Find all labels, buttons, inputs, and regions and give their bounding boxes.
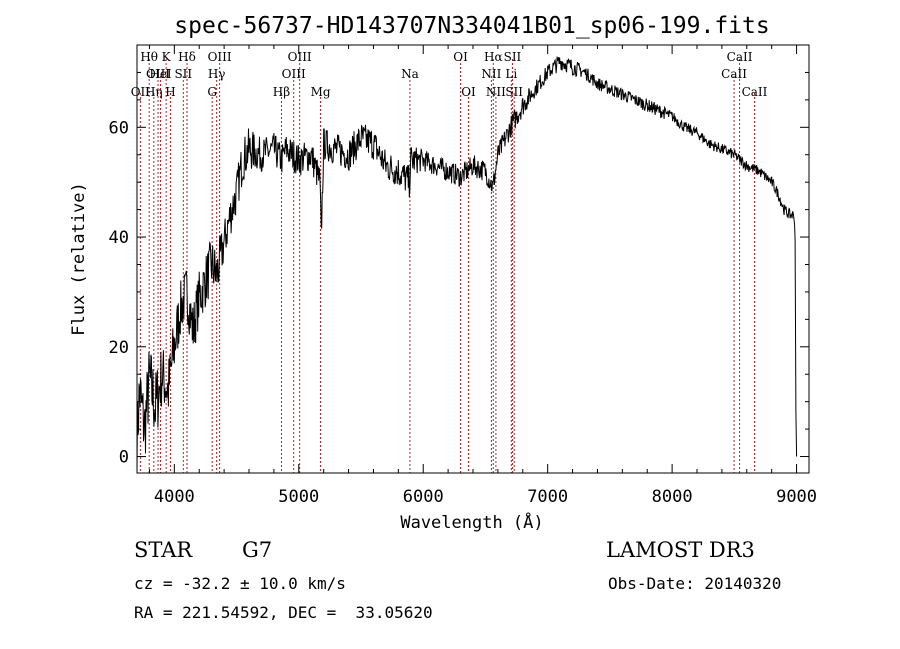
x-tick-label: 7000 — [527, 487, 568, 507]
y-tick-label: 40 — [109, 228, 129, 248]
y-axis-label: Flux (relative) — [69, 182, 89, 336]
y-tick-label: 60 — [109, 118, 129, 138]
line-label: NII — [486, 85, 506, 99]
line-label: HeI — [149, 67, 172, 81]
line-label: CaII — [721, 67, 747, 81]
plot-frame — [136, 44, 810, 474]
x-tick-label: 9000 — [776, 487, 817, 507]
x-axis-label: Wavelength (Å) — [400, 511, 543, 533]
line-label: Hα — [484, 50, 503, 64]
chart-title: spec-56737-HD143707N334041B01_sp06-199.f… — [174, 13, 769, 39]
spectral-line-labels: OIIHθHηOIIIHeIKHSIIHδGHγOIIIHβOIIIOIIIMg… — [131, 50, 768, 99]
x-tick-label: 6000 — [403, 487, 444, 507]
line-label: SII — [504, 50, 522, 64]
line-label: OII — [131, 85, 151, 99]
line-label: Hβ — [273, 85, 290, 99]
object-class: STAR — [134, 538, 193, 562]
line-label: Hγ — [208, 67, 226, 81]
line-label: OIII — [208, 50, 232, 64]
line-label: Na — [401, 67, 419, 81]
x-tick-label: 4000 — [154, 487, 195, 507]
y-tick-label: 20 — [109, 338, 129, 358]
line-label: OIII — [282, 67, 306, 81]
line-label: Hθ — [140, 50, 158, 64]
line-label: K — [162, 50, 172, 64]
y-axis-ticks: 0 20 40 60 — [109, 71, 809, 468]
line-label: SII — [505, 85, 523, 99]
x-axis-ticks: 4000 5000 6000 7000 8000 9000 — [148, 45, 817, 507]
spectral-line-markers — [139, 59, 755, 473]
x-tick-label: 5000 — [278, 487, 319, 507]
obs-date-text: Obs-Date: 20140320 — [608, 574, 782, 593]
x-tick-label: 8000 — [652, 487, 693, 507]
line-label: Hδ — [178, 50, 196, 64]
line-label: Mg — [311, 85, 331, 99]
line-label: Hη — [145, 85, 163, 99]
coordinates-text: RA = 221.54592, DEC = 33.05620 — [134, 603, 433, 622]
spectrum-line — [136, 56, 798, 471]
line-label: OIII — [146, 67, 170, 81]
line-label: NII — [481, 67, 501, 81]
redshift-text: cz = -32.2 ± 10.0 km/s — [134, 574, 346, 593]
line-label: G — [207, 85, 217, 99]
line-label: OI — [461, 85, 476, 99]
line-label: CaII — [727, 50, 753, 64]
survey-name: LAMOST DR3 — [606, 538, 755, 562]
line-label: Li — [505, 67, 517, 81]
line-label: SII — [174, 67, 192, 81]
y-tick-label: 0 — [119, 448, 129, 468]
line-label: OIII — [288, 50, 312, 64]
object-subclass: G7 — [242, 538, 273, 562]
line-label: H — [165, 85, 175, 99]
line-label: CaII — [742, 85, 768, 99]
line-label: OI — [453, 50, 468, 64]
